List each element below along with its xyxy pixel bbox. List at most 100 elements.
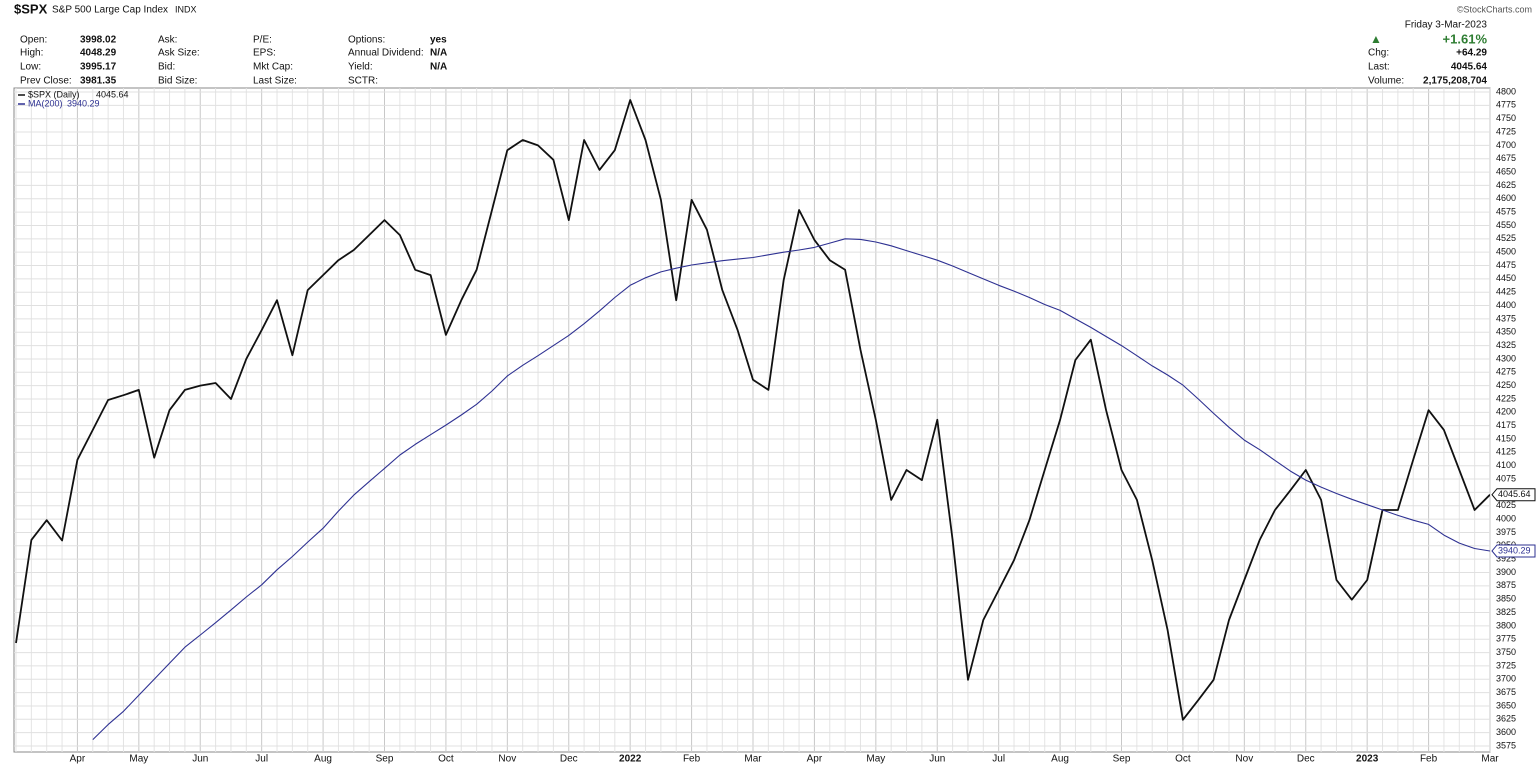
x-tick-label: Dec [1297, 754, 1315, 765]
index-name: S&P 500 Large Cap Index [52, 5, 168, 16]
field-label: Annual Dividend: [348, 48, 424, 59]
last-value-tag [1491, 488, 1536, 502]
quote-value: 4048.29 [80, 48, 117, 59]
y-tick-label: 3775 [1496, 634, 1516, 644]
right-label: Chg: [1368, 48, 1389, 59]
x-tick-label: Sep [376, 754, 394, 765]
x-tick-label: Feb [1420, 754, 1438, 765]
y-tick-label: 4775 [1496, 100, 1516, 110]
field-label: Ask Size: [158, 48, 200, 59]
quote-label: Prev Close: [20, 76, 72, 87]
date: Friday 3-Mar-2023 [1405, 20, 1488, 31]
exchange: INDX [175, 4, 197, 14]
y-tick-label: 3875 [1496, 580, 1516, 590]
change-pct: +1.61% [1443, 31, 1488, 46]
y-tick-label: 4200 [1496, 407, 1516, 417]
y-tick-label: 4175 [1496, 420, 1516, 430]
x-tick-label: Jun [929, 754, 945, 765]
y-tick-label: 4450 [1496, 273, 1516, 283]
y-tick-label: 4550 [1496, 220, 1516, 230]
right-value: 4045.64 [1451, 62, 1488, 73]
x-tick-label: Apr [70, 754, 86, 765]
y-tick-label: 4575 [1496, 206, 1516, 216]
right-label: Volume: [1368, 76, 1404, 87]
x-tick-label: Nov [1235, 754, 1253, 765]
y-tick-label: 4750 [1496, 113, 1516, 123]
y-tick-label: 4675 [1496, 153, 1516, 163]
y-tick-label: 3725 [1496, 660, 1516, 670]
x-tick-label: 2023 [1356, 754, 1379, 765]
y-tick-label: 4800 [1496, 86, 1516, 96]
y-tick-label: 4300 [1496, 353, 1516, 363]
y-tick-label: 3675 [1496, 687, 1516, 697]
y-tick-label: 4325 [1496, 340, 1516, 350]
legend-label: MA(200) [28, 98, 63, 108]
symbol: $SPX [14, 1, 48, 16]
y-tick-label: 4075 [1496, 473, 1516, 483]
field-label: Options: [348, 35, 385, 46]
y-tick-label: 4350 [1496, 327, 1516, 337]
y-tick-label: 3975 [1496, 527, 1516, 537]
y-tick-label: 4650 [1496, 166, 1516, 176]
x-tick-label: Mar [744, 754, 762, 765]
x-tick-label: Mar [1481, 754, 1499, 765]
up-arrow: ▲ [1370, 32, 1382, 46]
field-label: EPS: [253, 48, 276, 59]
field-label: Mkt Cap: [253, 62, 293, 73]
x-tick-label: May [866, 754, 885, 765]
series-line [92, 238, 1490, 740]
legend-label: $SPX (Daily) [28, 89, 80, 99]
x-tick-label: Jun [192, 754, 208, 765]
x-tick-label: May [129, 754, 148, 765]
y-tick-label: 4100 [1496, 460, 1516, 470]
y-tick-label: 4000 [1496, 513, 1516, 523]
field-label: Last Size: [253, 76, 297, 87]
quote-label: Open: [20, 35, 47, 46]
field-value: N/A [430, 48, 447, 59]
x-tick-label: Dec [560, 754, 578, 765]
field-label: Bid: [158, 62, 175, 73]
field-value: yes [430, 35, 447, 46]
y-tick-label: 4725 [1496, 126, 1516, 136]
last-value-tag [1491, 544, 1536, 558]
y-tick-label: 4125 [1496, 447, 1516, 457]
quote-label: Low: [20, 62, 41, 73]
y-tick-label: 4600 [1496, 193, 1516, 203]
x-tick-label: Aug [1051, 754, 1069, 765]
y-tick-label: 4500 [1496, 247, 1516, 257]
right-value: +64.29 [1456, 48, 1487, 59]
y-tick-label: 4425 [1496, 287, 1516, 297]
x-tick-label: Oct [1175, 754, 1191, 765]
y-tick-label: 4475 [1496, 260, 1516, 270]
y-tick-label: 4025 [1496, 500, 1516, 510]
y-tick-label: 4275 [1496, 367, 1516, 377]
y-tick-label: 4700 [1496, 140, 1516, 150]
last-value-label: 3940.29 [1498, 545, 1531, 555]
grid [14, 88, 1491, 752]
x-tick-label: Jul [992, 754, 1005, 765]
x-tick-label: Aug [314, 754, 332, 765]
y-tick-label: 3900 [1496, 567, 1516, 577]
y-tick-label: 3600 [1496, 727, 1516, 737]
field-label: P/E: [253, 35, 272, 46]
field-value: N/A [430, 62, 447, 73]
y-tick-label: 3925 [1496, 554, 1516, 564]
x-tick-label: 2022 [619, 754, 642, 765]
y-tick-label: 3800 [1496, 620, 1516, 630]
quote-value: 3998.02 [80, 35, 117, 46]
y-tick-label: 4225 [1496, 393, 1516, 403]
y-tick-label: 3750 [1496, 647, 1516, 657]
y-tick-label: 4375 [1496, 313, 1516, 323]
y-tick-label: 4150 [1496, 433, 1516, 443]
field-label: SCTR: [348, 76, 378, 87]
field-label: Bid Size: [158, 76, 197, 87]
x-tick-label: Sep [1113, 754, 1131, 765]
quote-value: 3981.35 [80, 76, 117, 87]
right-value: 2,175,208,704 [1423, 76, 1487, 87]
y-tick-label: 4525 [1496, 233, 1516, 243]
copyright: ©StockCharts.com [1457, 4, 1532, 14]
y-tick-label: 3625 [1496, 714, 1516, 724]
x-tick-label: Jul [255, 754, 268, 765]
x-tick-label: Nov [498, 754, 516, 765]
